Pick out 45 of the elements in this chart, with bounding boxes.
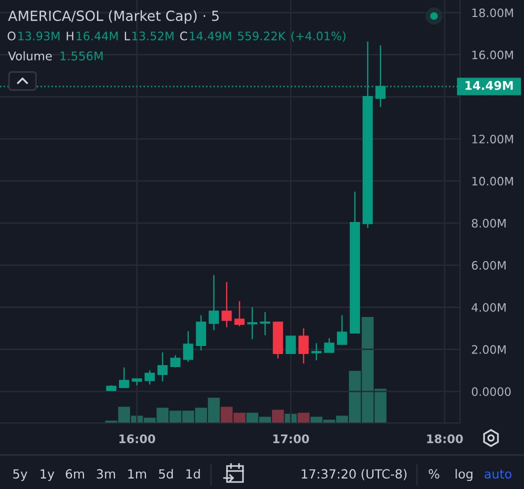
- candlestick: [247, 306, 258, 340]
- annotation: Volume 1.556M: [8, 51, 103, 60]
- candlestick: [222, 281, 232, 328]
- x-tick-label: 16:00: [119, 434, 156, 444]
- text: 1d: [186, 468, 200, 479]
- ref-line-label: 14.49M: [466, 80, 513, 90]
- text: AMERICA/SOL (Market Cap) · 5: [8, 10, 219, 24]
- candlestick: [144, 370, 155, 386]
- candlestick: [286, 336, 296, 354]
- candlestick: [208, 274, 219, 331]
- text: 1m: [128, 469, 146, 478]
- text: 1y: [40, 469, 54, 482]
- y-tick-label: 18.00M: [472, 8, 513, 18]
- x-tick-label: 18:00: [427, 434, 463, 444]
- y-tick-label: 4.00M: [472, 303, 506, 312]
- text: 5d: [159, 468, 173, 479]
- text: auto: [484, 470, 512, 479]
- text: 5y: [13, 469, 28, 482]
- text: log: [456, 468, 472, 482]
- bar: [272, 410, 284, 423]
- candlestick: [118, 366, 130, 388]
- x-tick-label: 17:00: [273, 434, 309, 444]
- y-tick-label: 12.00M: [472, 134, 513, 144]
- y-tick-label: 8.00M: [472, 218, 506, 228]
- candlestick: [196, 314, 206, 352]
- text: 17:37:20 (UTC-8): [302, 468, 406, 480]
- text: 3m: [96, 469, 116, 479]
- y-tick-label: 0.0000: [472, 387, 511, 396]
- candlestick: [157, 352, 168, 382]
- y-tick-label: 16.00M: [472, 50, 513, 60]
- candlestick: [336, 314, 348, 345]
- candlestick: [324, 338, 334, 353]
- bar: [298, 412, 310, 423]
- text: O13.93M H16.44M L13.52M C14.49M 559.22K (+4.01%): [8, 31, 346, 42]
- text: 6m: [66, 469, 84, 479]
- candlestick: [298, 328, 309, 364]
- candlestick: [170, 354, 180, 368]
- text: %: [428, 469, 440, 479]
- candlestick: [183, 330, 194, 363]
- candlestick: [234, 300, 245, 327]
- candlestick: [260, 311, 270, 336]
- candlestick: [311, 342, 322, 361]
- y-tick-label: 6.00M: [472, 260, 506, 270]
- y-tick-label: 10.00M: [472, 176, 513, 186]
- y-tick-label: 2.00M: [472, 345, 506, 354]
